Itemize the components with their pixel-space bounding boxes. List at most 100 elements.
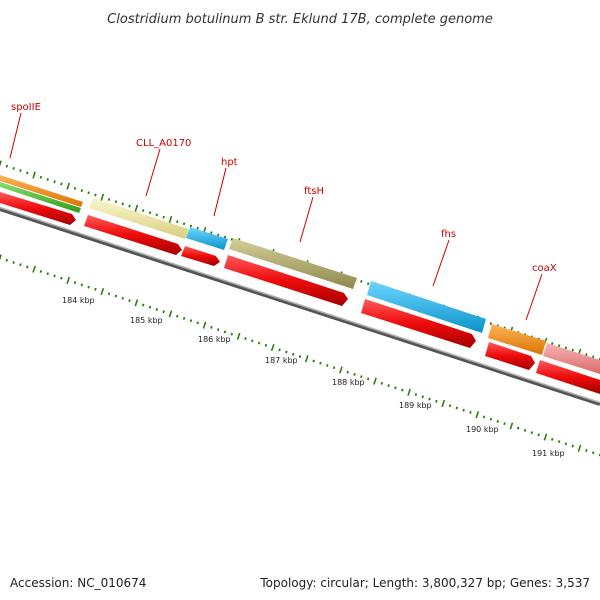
feature-spoIIE-orange (0, 175, 83, 207)
minor-tick (298, 355, 302, 358)
lower-tick-track (0, 254, 600, 457)
cds-arrow (181, 246, 220, 266)
minor-tick (176, 314, 179, 318)
minor-tick (60, 276, 63, 280)
cds-arrow (224, 255, 348, 306)
minor-tick (319, 361, 322, 365)
minor-tick (251, 339, 254, 343)
feature-track (0, 175, 600, 374)
major-tick (441, 399, 446, 408)
callout-line-fhs (432, 239, 450, 287)
major-tick (100, 288, 105, 296)
feature-ftsH (229, 238, 357, 289)
minor-tick (264, 343, 268, 347)
minor-tick (360, 279, 363, 283)
minor-tick (530, 431, 534, 435)
major-tick (407, 388, 411, 396)
minor-tick (87, 285, 90, 289)
major-tick (134, 204, 139, 212)
minor-tick (448, 404, 452, 408)
accession-text: Accession: NC_010674 (10, 576, 146, 590)
major-tick (66, 276, 71, 284)
major-tick (270, 343, 275, 352)
minor-tick (128, 204, 131, 208)
kbp-label-189: 189 kbp (399, 401, 432, 410)
major-tick (0, 254, 2, 261)
minor-tick (114, 200, 118, 204)
minor-tick (428, 397, 431, 401)
major-tick (543, 433, 548, 441)
kbp-label-186: 186 kbp (198, 335, 231, 344)
feature-CLL_A0170 (89, 198, 189, 239)
major-tick (32, 265, 36, 273)
kbp-label-187: 187 kbp (265, 356, 298, 365)
major-tick (202, 321, 207, 329)
minor-tick (462, 408, 465, 412)
feature-spoIIE-green (0, 182, 81, 213)
gene-label-ftsH: ftsH (304, 186, 324, 197)
feature-pink (543, 343, 600, 374)
callout-line-coaX (525, 273, 543, 321)
minor-tick (421, 395, 424, 399)
major-tick (236, 332, 241, 340)
minor-tick (216, 328, 220, 332)
minor-tick (585, 449, 588, 452)
gene-label-coaX: coaX (532, 263, 557, 274)
minor-tick (73, 281, 77, 285)
minor-tick (94, 287, 97, 291)
cds-track (0, 192, 600, 394)
minor-tick (585, 353, 588, 357)
minor-tick (80, 283, 84, 287)
feature-coaX (488, 324, 546, 355)
gene-label-hpt: hpt (221, 157, 238, 168)
minor-tick (557, 344, 561, 348)
kbp-label-184: 184 kbp (62, 296, 95, 305)
minor-tick (455, 406, 459, 410)
major-tick (168, 215, 173, 223)
minor-tick (107, 292, 111, 296)
minor-tick (537, 433, 540, 437)
minor-tick (39, 269, 43, 273)
minor-tick (489, 417, 493, 421)
minor-tick (196, 321, 199, 325)
map-title: Clostridium botulinum B str. Eklund 17B,… (107, 12, 493, 27)
minor-tick (380, 381, 384, 385)
minor-tick (60, 182, 63, 186)
callout-line-spoIIE (9, 112, 22, 159)
minor-tick (189, 319, 193, 323)
minor-tick (503, 422, 506, 426)
genome-backbone-highlight (0, 206, 600, 404)
minor-tick (285, 350, 288, 354)
minor-tick (148, 305, 152, 309)
minor-tick (155, 213, 159, 217)
minor-tick (80, 189, 84, 193)
minor-tick (366, 282, 370, 286)
major-tick (66, 182, 71, 190)
minor-tick (516, 426, 520, 430)
minor-tick (523, 428, 527, 432)
cds-arrow (485, 342, 535, 370)
minor-tick (551, 342, 554, 345)
minor-tick (257, 341, 261, 345)
major-tick (339, 366, 343, 374)
minor-tick (401, 388, 404, 392)
minor-tick (162, 215, 165, 219)
cds-arrow (0, 192, 76, 225)
minor-tick (196, 226, 199, 230)
minor-tick (557, 440, 561, 444)
minor-tick (12, 261, 15, 264)
minor-tick (162, 310, 165, 314)
minor-tick (210, 325, 213, 329)
minor-tick (332, 366, 336, 370)
minor-tick (182, 316, 186, 320)
minor-tick (551, 437, 554, 441)
minor-tick (326, 363, 329, 367)
gene-label-fhs: fhs (441, 229, 456, 240)
major-tick (168, 310, 173, 318)
minor-tick (210, 231, 213, 235)
minor-tick (53, 274, 56, 278)
minor-tick (346, 370, 349, 374)
minor-tick (39, 175, 43, 179)
minor-tick (387, 384, 390, 388)
